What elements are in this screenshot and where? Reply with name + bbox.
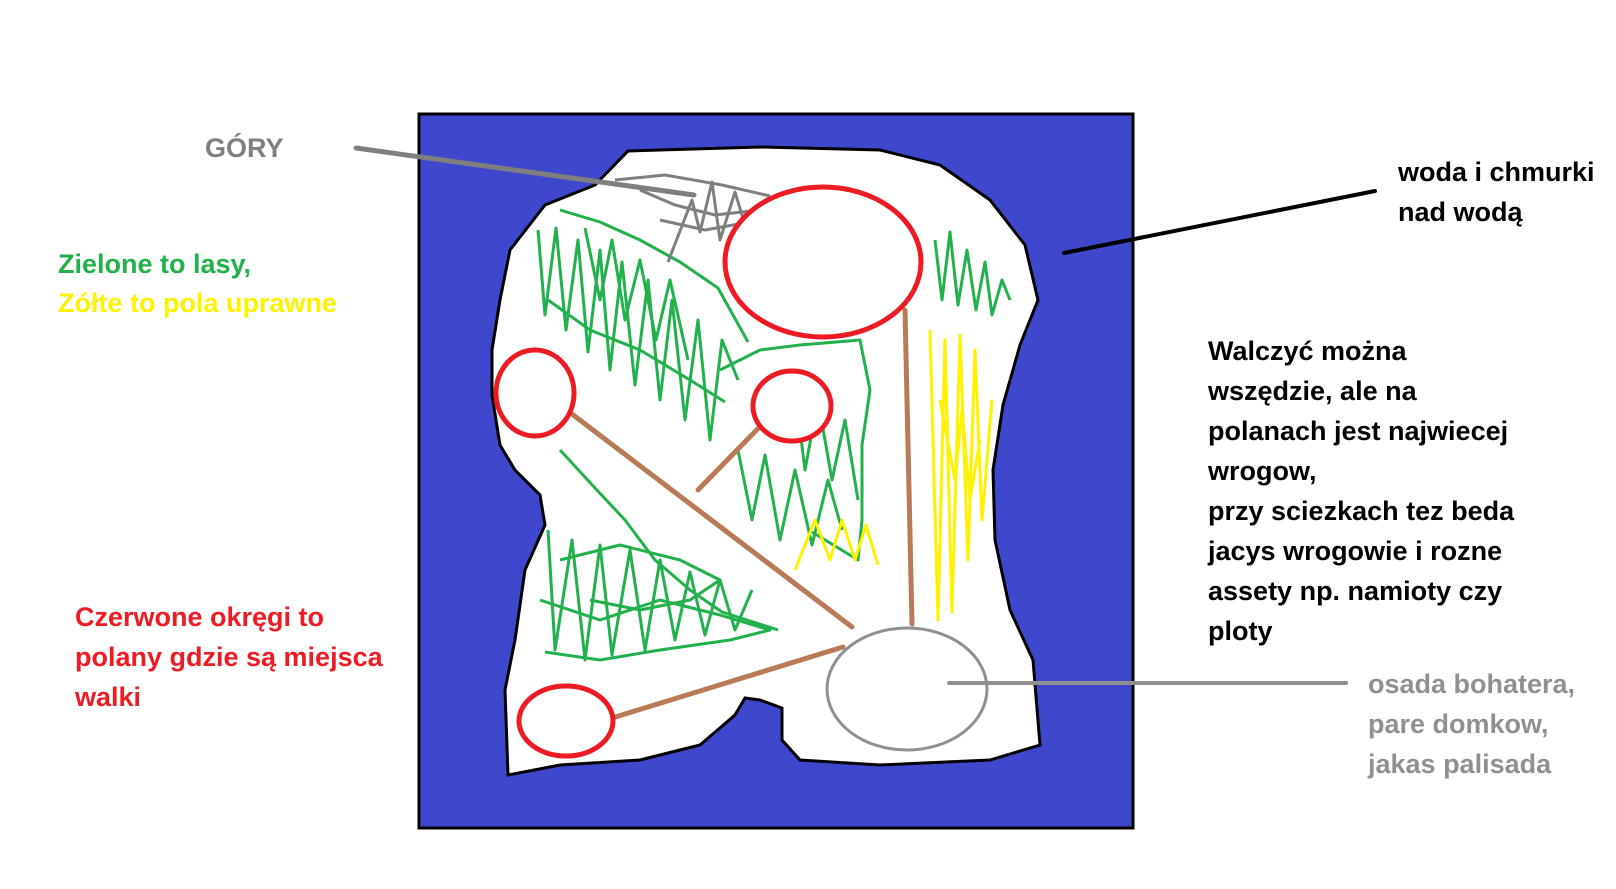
legend-forest: Zielone to lasy, (58, 249, 252, 279)
legend-fields: Zółte to pola uprawne (58, 288, 338, 318)
forest-top-left (536, 208, 750, 442)
combat-note-line: ploty (1208, 616, 1273, 646)
combat-note-line: polanach jest najwiecej (1208, 416, 1509, 446)
forest-top-right (933, 230, 1012, 317)
path-top-to-village (902, 307, 915, 627)
water-pointer (1062, 189, 1377, 255)
clearings (493, 184, 924, 759)
combat-note-line: assety np. namioty czy (1208, 576, 1503, 606)
clearings-legend-line: walki (75, 682, 142, 712)
clearing-circle-left (493, 347, 577, 439)
village-label-line: pare domkow, (1368, 709, 1549, 739)
path-left-to-village (561, 405, 855, 630)
water-label-line: nad wodą (1398, 197, 1523, 227)
clearings-legend: Czerwone okręgi to polany gdzie są miejs… (75, 597, 383, 717)
village-label-line: jakas palisada (1368, 749, 1552, 779)
clearing-circle-center (750, 368, 834, 444)
clearings-legend-line: polany gdzie są miejsca (75, 642, 383, 672)
combat-note-line: jacys wrogowie i rozne (1208, 536, 1503, 566)
clearings-legend-line: Czerwone okręgi to (75, 602, 325, 632)
forest-bottom-left (539, 448, 779, 662)
water-label: woda i chmurki nad wodą (1398, 152, 1595, 232)
combat-note-line: przy sciezkach tez beda (1208, 496, 1515, 526)
mountains (614, 173, 771, 263)
clearing-circle-bottom (516, 683, 616, 759)
mountains-label: GÓRY (205, 133, 284, 163)
combat-note-line: Walczyć można (1208, 336, 1407, 366)
combat-note-line: wszędzie, ale na (1208, 376, 1417, 406)
combat-note-line: wrogow, (1208, 456, 1317, 486)
village-label: osada bohatera, pare domkow, jakas palis… (1368, 664, 1575, 784)
village-label-line: osada bohatera, (1368, 669, 1576, 699)
combat-note: Walczyć można wszędzie, ale na polanach … (1208, 331, 1514, 651)
village-circle (825, 626, 989, 752)
water-label-line: woda i chmurki (1398, 157, 1595, 187)
fields (793, 329, 994, 622)
path-bottom-to-village (609, 644, 846, 721)
mountains-pointer (353, 145, 697, 198)
clearing-circle-top (722, 184, 924, 340)
